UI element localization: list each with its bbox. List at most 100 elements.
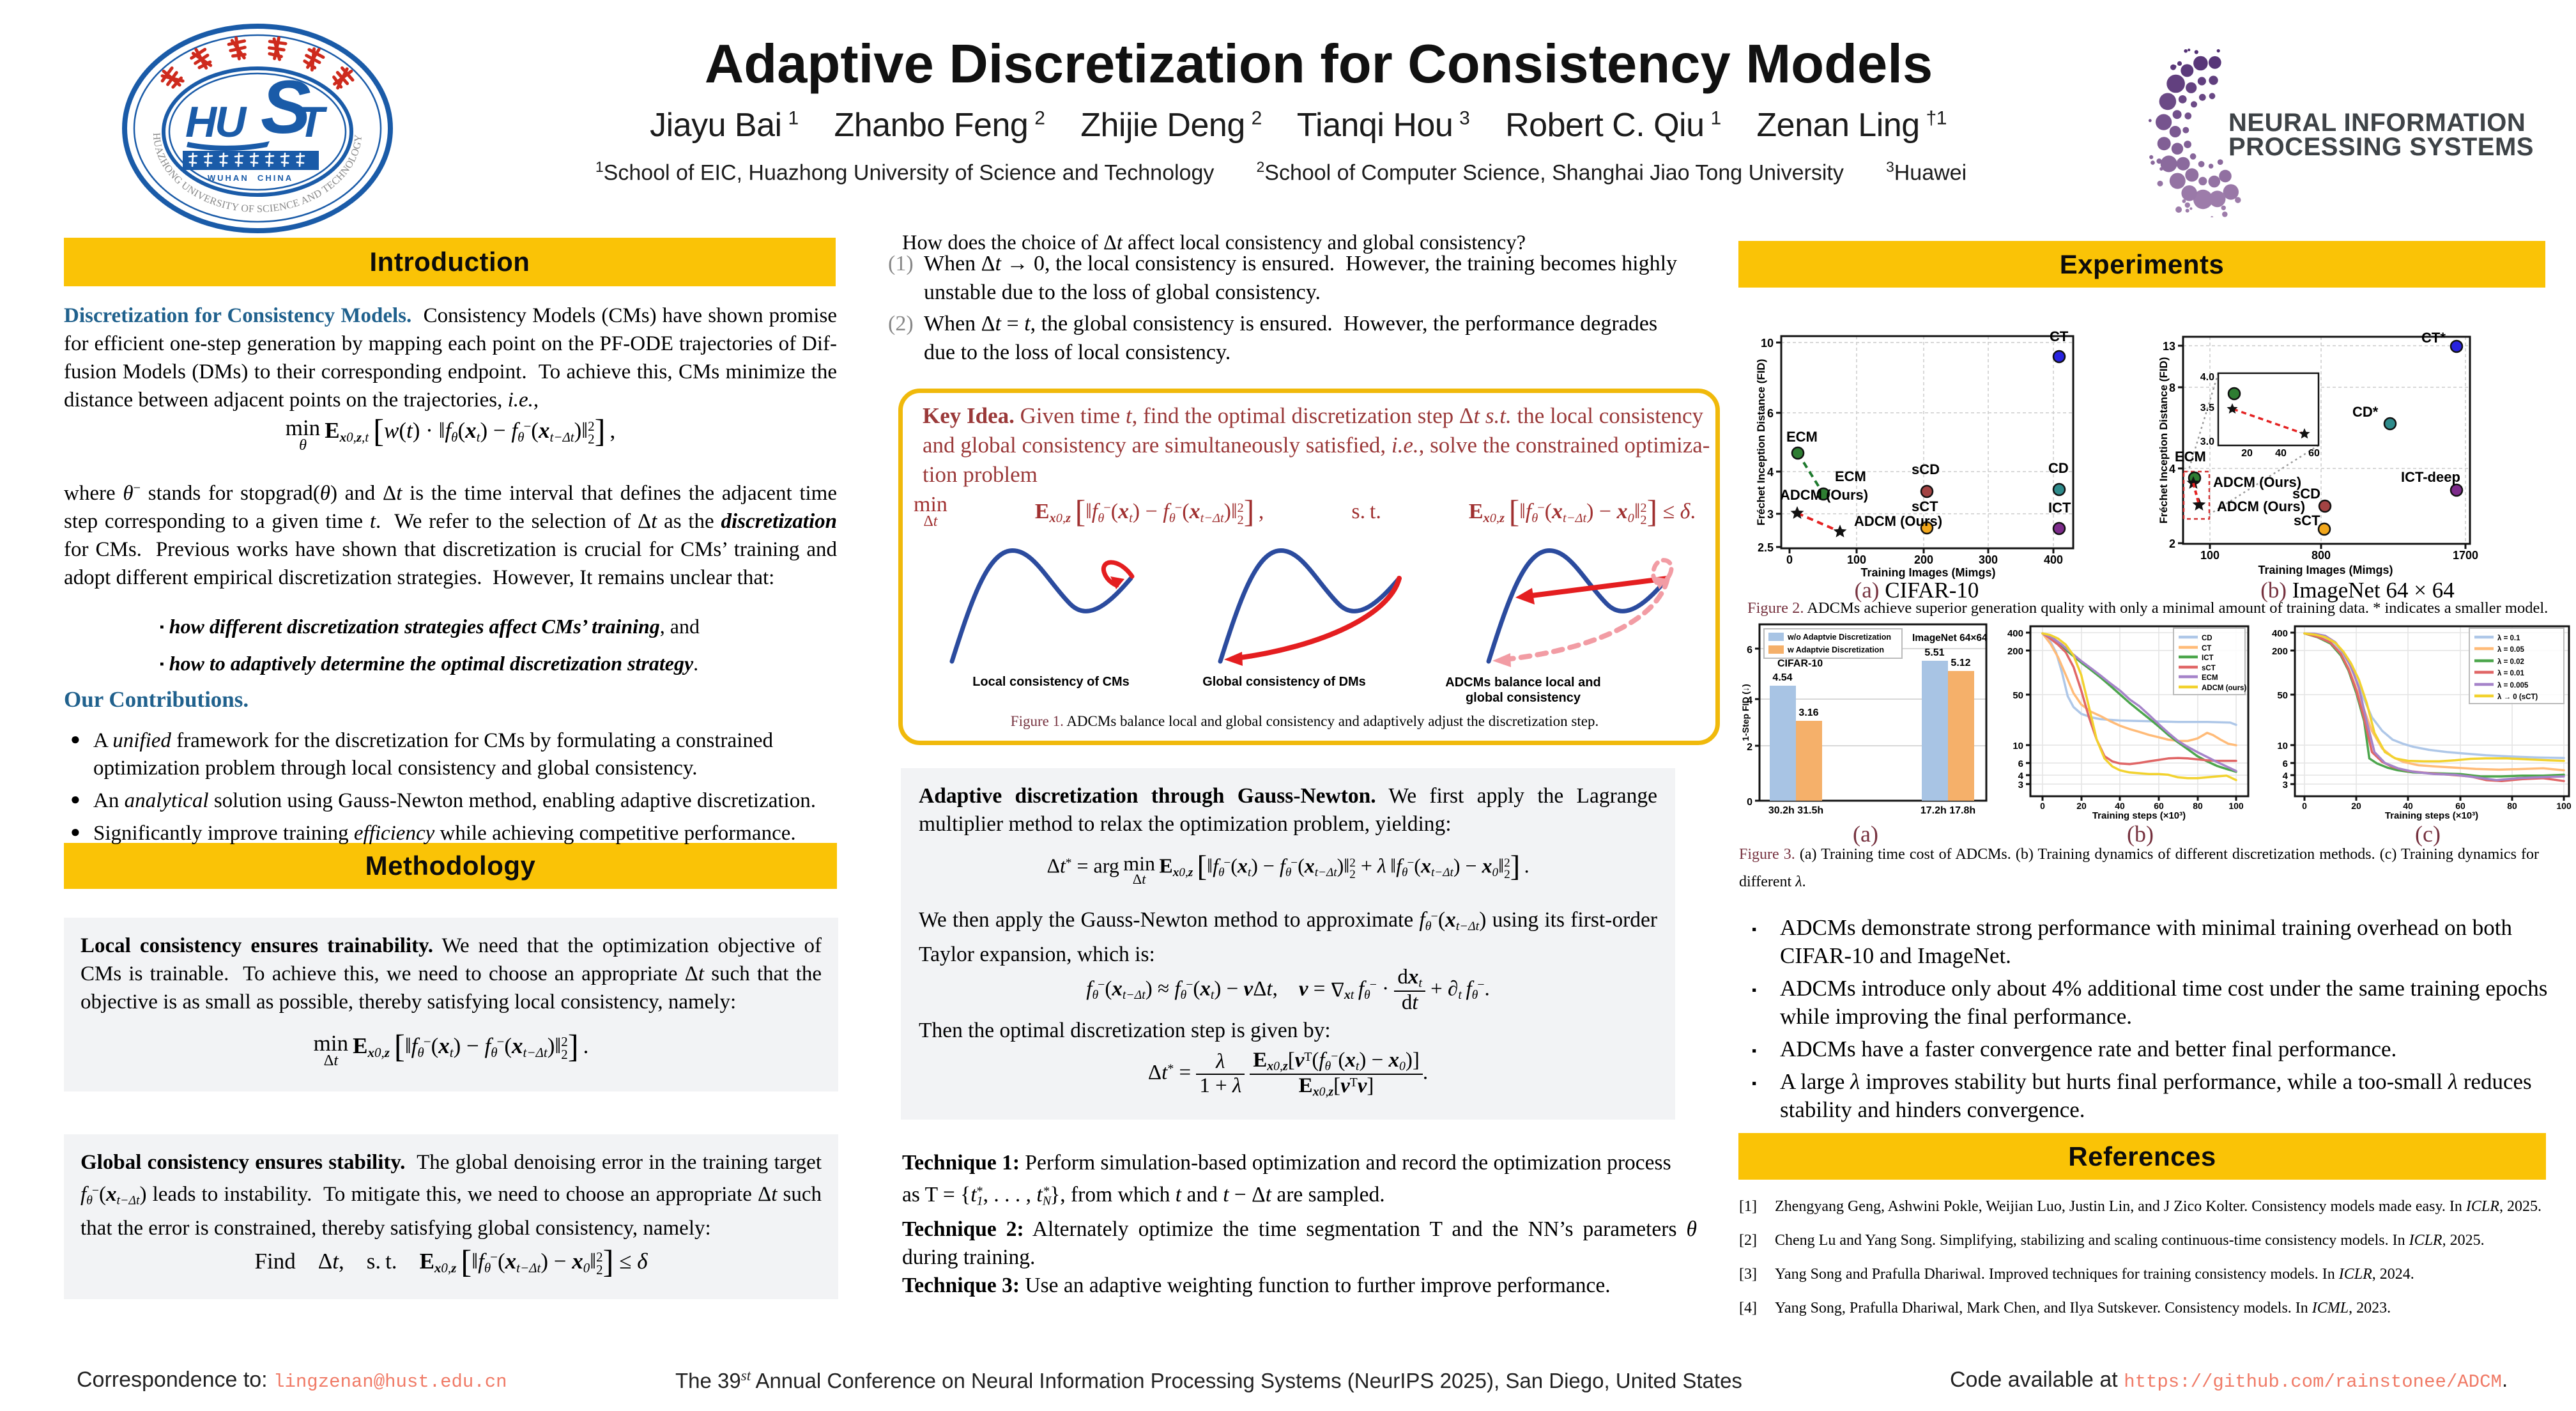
svg-text:3.0: 3.0 — [2200, 436, 2214, 447]
svg-text:ECM: ECM — [1835, 468, 1866, 484]
svg-text:50: 50 — [2012, 690, 2023, 701]
svg-text:λ = 0.005: λ = 0.005 — [2497, 682, 2529, 690]
svg-text:4.54: 4.54 — [1772, 672, 1792, 683]
svg-text:6: 6 — [2018, 759, 2023, 769]
svg-text:ADCM (Ours): ADCM (Ours) — [1854, 513, 1942, 529]
svg-text:100: 100 — [2228, 801, 2244, 811]
svg-text:100: 100 — [2556, 801, 2572, 811]
svg-text:CD: CD — [2048, 460, 2069, 476]
svg-text:4: 4 — [1747, 695, 1752, 706]
svg-text:ADCM (ours): ADCM (ours) — [2202, 684, 2246, 692]
svg-text:3: 3 — [1767, 508, 1774, 521]
svg-text:6: 6 — [2283, 759, 2288, 769]
svg-text:1700: 1700 — [2453, 549, 2478, 562]
svg-text:2.5: 2.5 — [1758, 541, 1774, 554]
svg-text:ECM: ECM — [2202, 674, 2218, 682]
svg-text:ADCM (Ours): ADCM (Ours) — [1780, 487, 1868, 503]
svg-text:PROCESSING SYSTEMS: PROCESSING SYSTEMS — [2228, 133, 2534, 161]
svg-text:80: 80 — [2193, 801, 2203, 811]
svg-text:1-Step FID (↓): 1-Step FID (↓) — [1741, 684, 1751, 741]
svg-text:400: 400 — [2007, 628, 2023, 639]
svg-text:400: 400 — [2044, 553, 2063, 566]
svg-text:40: 40 — [2275, 448, 2287, 459]
svg-text:λ → 0 (sCT): λ → 0 (sCT) — [2497, 693, 2538, 701]
svg-text:3.5: 3.5 — [2200, 403, 2214, 413]
svg-text:30.2h 31.5h: 30.2h 31.5h — [1768, 805, 1823, 816]
svg-text:10: 10 — [2012, 741, 2023, 752]
svg-text:800: 800 — [2312, 549, 2331, 562]
svg-text:3: 3 — [2283, 780, 2288, 790]
svg-text:100: 100 — [2200, 549, 2220, 562]
svg-text:ImageNet 64×64: ImageNet 64×64 — [1912, 633, 1988, 644]
svg-text:5.51: 5.51 — [1924, 647, 1944, 658]
svg-text:CD*: CD* — [2352, 404, 2379, 420]
svg-text:4.0: 4.0 — [2200, 372, 2214, 383]
svg-text:sCD: sCD — [1912, 461, 1940, 477]
svg-text:300: 300 — [1979, 553, 1998, 566]
svg-text:40: 40 — [2115, 801, 2125, 811]
svg-text:sCD: sCD — [2292, 486, 2320, 502]
svg-text:100: 100 — [1847, 553, 1866, 566]
svg-text:40: 40 — [2403, 801, 2413, 811]
svg-text:ECM: ECM — [1786, 429, 1818, 445]
svg-text:Training steps (×10³): Training steps (×10³) — [2385, 810, 2478, 821]
svg-text:HU: HU — [185, 98, 247, 146]
svg-text:0: 0 — [2040, 801, 2045, 811]
svg-text:200: 200 — [1914, 553, 1933, 566]
svg-text:5.12: 5.12 — [1951, 658, 1970, 668]
svg-text:ICT: ICT — [2202, 654, 2214, 662]
svg-text:4: 4 — [2283, 771, 2288, 782]
svg-text:λ = 0.02: λ = 0.02 — [2497, 658, 2524, 666]
svg-text:ICT: ICT — [2048, 500, 2071, 516]
svg-text:ICT-deep: ICT-deep — [2401, 469, 2460, 485]
svg-text:Training steps (×10³): Training steps (×10³) — [2092, 810, 2186, 821]
svg-text:CD: CD — [2202, 635, 2212, 642]
svg-text:CIFAR-10: CIFAR-10 — [1777, 658, 1823, 669]
svg-text:400: 400 — [2272, 628, 2288, 639]
svg-text:10: 10 — [2277, 741, 2288, 752]
svg-text:0: 0 — [2302, 801, 2307, 811]
svg-text:Training Images (Mimgs): Training Images (Mimgs) — [1860, 566, 1995, 579]
svg-text:ECM: ECM — [2175, 449, 2206, 465]
svg-text:T: T — [298, 98, 328, 146]
svg-text:60: 60 — [2154, 801, 2164, 811]
svg-text:3.16: 3.16 — [1798, 707, 1818, 718]
svg-text:λ = 0.05: λ = 0.05 — [2497, 646, 2524, 654]
svg-text:sCT: sCT — [2202, 665, 2216, 672]
svg-text:ADCM (Ours): ADCM (Ours) — [2213, 474, 2301, 490]
svg-text:2: 2 — [2169, 537, 2175, 550]
svg-text:sCT: sCT — [1912, 498, 1938, 514]
svg-text:w/o Adaptvie Discretization: w/o Adaptvie Discretization — [1787, 633, 1891, 642]
svg-text:Fréchet Inception Distance (FI: Fréchet Inception Distance (FID) — [2158, 357, 2170, 524]
svg-text:6: 6 — [1767, 407, 1774, 420]
svg-text:sCT: sCT — [2294, 513, 2320, 528]
svg-text:λ = 0.01: λ = 0.01 — [2497, 670, 2524, 677]
svg-text:CT: CT — [2202, 645, 2211, 652]
svg-text:50: 50 — [2277, 690, 2288, 701]
svg-text:4: 4 — [2018, 771, 2024, 782]
svg-text:20: 20 — [2351, 801, 2361, 811]
svg-text:20: 20 — [2241, 448, 2253, 459]
svg-text:17.2h 17.8h: 17.2h 17.8h — [1920, 805, 1975, 816]
svg-text:0: 0 — [1786, 553, 1793, 566]
svg-text:60: 60 — [2455, 801, 2465, 811]
svg-text:3: 3 — [2018, 780, 2023, 790]
svg-text:CT*: CT* — [2421, 330, 2446, 346]
svg-text:60: 60 — [2308, 448, 2320, 459]
svg-text:200: 200 — [2007, 646, 2023, 657]
svg-text:0: 0 — [1747, 797, 1752, 808]
svg-text:ADCM (Ours): ADCM (Ours) — [2217, 498, 2305, 514]
svg-text:NEURAL INFORMATION: NEURAL INFORMATION — [2228, 109, 2526, 137]
svg-text:8: 8 — [2169, 382, 2175, 394]
svg-text:20: 20 — [2076, 801, 2087, 811]
svg-text:13: 13 — [2163, 340, 2175, 353]
svg-text:6: 6 — [1747, 645, 1752, 656]
svg-text:CT: CT — [2050, 328, 2069, 344]
svg-text:WUHAN CHINA: WUHAN CHINA — [208, 173, 293, 183]
svg-text:200: 200 — [2272, 646, 2288, 657]
svg-text:4: 4 — [2169, 463, 2175, 475]
svg-text:λ = 0.1: λ = 0.1 — [2497, 635, 2520, 642]
svg-text:2: 2 — [1747, 742, 1752, 753]
svg-text:w Adaptvie Discretization: w Adaptvie Discretization — [1787, 645, 1884, 654]
svg-text:Training Images (Mimgs): Training Images (Mimgs) — [2258, 564, 2393, 576]
